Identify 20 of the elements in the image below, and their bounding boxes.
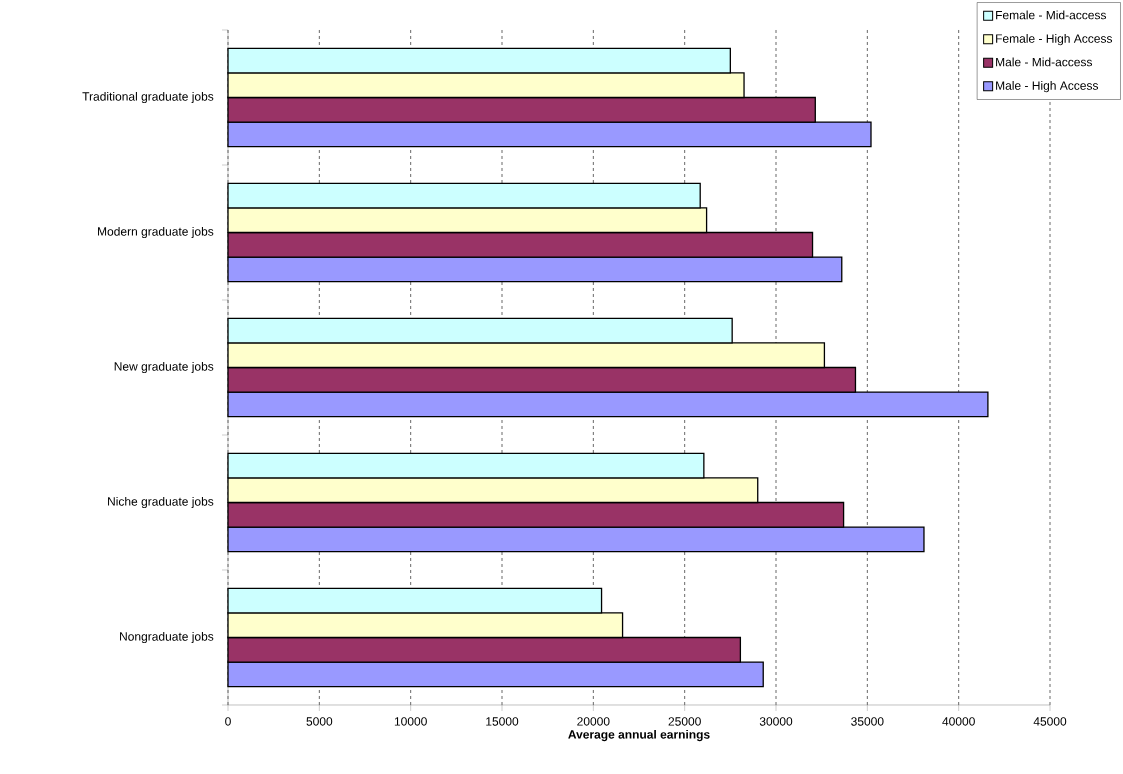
y-tick-label: Nongraduate jobs: [120, 631, 214, 644]
x-tick-label: 35000: [851, 717, 884, 726]
legend-label: Female - High Access: [996, 34, 1113, 46]
x-tick-label: 10000: [394, 717, 427, 726]
x-tick-label: 20000: [577, 717, 610, 726]
x-tick-label: 45000: [1033, 717, 1067, 726]
y-tick-label: Niche graduate jobs: [108, 496, 214, 509]
x-tick-label: 30000: [759, 717, 793, 726]
y-tick-label: Modern graduate jobs: [98, 226, 214, 239]
y-tick-label: Traditional graduate jobs: [82, 91, 214, 104]
x-tick-label: 5000: [306, 717, 333, 726]
x-tick-label: 40000: [942, 717, 975, 726]
x-tick-label: 0: [225, 717, 231, 726]
x-tick-label: 25000: [668, 717, 701, 726]
x-tick-label: 15000: [486, 717, 519, 726]
legend-label: Female - Mid-access: [996, 10, 1107, 20]
y-tick-label: New graduate jobs: [114, 361, 214, 374]
legend-label: Male - Mid-access: [996, 57, 1093, 67]
x-axis-title: Average annual earnings: [568, 729, 710, 742]
legend-label: Male - High Access: [996, 81, 1099, 93]
